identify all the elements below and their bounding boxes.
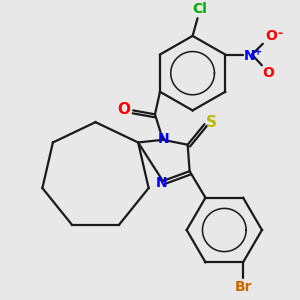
Text: N: N [244,49,256,62]
Text: N: N [158,132,170,146]
Text: -: - [277,27,282,40]
Text: Cl: Cl [192,2,207,16]
Text: +: + [254,46,262,57]
Text: Br: Br [234,280,252,294]
Text: O: O [262,66,274,80]
Text: O: O [118,102,131,117]
Text: O: O [265,29,277,43]
Text: N: N [156,176,168,190]
Text: S: S [206,115,217,130]
